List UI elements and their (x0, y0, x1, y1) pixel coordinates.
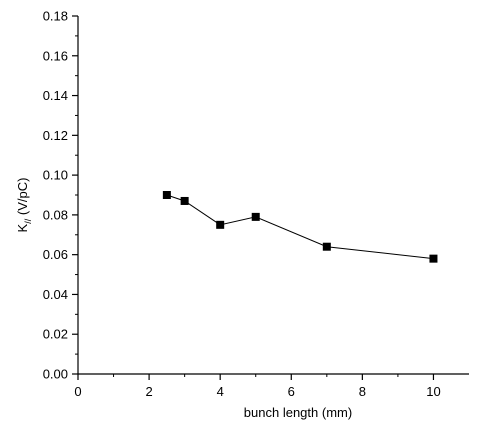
data-point (251, 212, 260, 221)
y-tick-label: 0.16 (43, 48, 68, 63)
y-axis-title-unit: (V/pC) (15, 178, 30, 216)
y-axis-title: K// (V/pC) (15, 178, 33, 233)
y-tick-label: 0.00 (43, 367, 68, 382)
x-tick-label: 2 (145, 384, 152, 399)
x-tick-label: 4 (217, 384, 224, 399)
y-tick-label: 0.04 (43, 287, 68, 302)
data-point (322, 242, 331, 251)
y-axis-title-subscript: // (23, 218, 33, 224)
x-tick-label: 10 (426, 384, 440, 399)
data-point (216, 220, 225, 229)
svg-text:K// (V/pC): K// (V/pC) (15, 178, 33, 233)
y-tick-label: 0.12 (43, 128, 68, 143)
y-tick-label: 0.18 (43, 9, 68, 24)
series-line (166, 194, 434, 260)
data-point (429, 254, 438, 263)
y-tick-label: 0.10 (43, 168, 68, 183)
series (162, 191, 438, 263)
x-tick-label: 6 (288, 384, 295, 399)
y-axis-title-main: K (15, 223, 30, 232)
data-point (180, 196, 189, 205)
x-tick-label: 0 (74, 384, 81, 399)
y-tick-label: 0.08 (43, 207, 68, 222)
y-tick-label: 0.14 (43, 88, 68, 103)
y-tick-label: 0.02 (43, 327, 68, 342)
x-tick-label: 8 (359, 384, 366, 399)
data-point (162, 191, 171, 199)
x-axis-title: bunch length (mm) (244, 405, 352, 420)
y-tick-label: 0.06 (43, 247, 68, 262)
axes (77, 16, 469, 375)
ticks: 0 2 4 6 8 10 0.00 0.02 0.04 0.06 0.08 0.10 0.12 0.14 0… (43, 9, 441, 400)
